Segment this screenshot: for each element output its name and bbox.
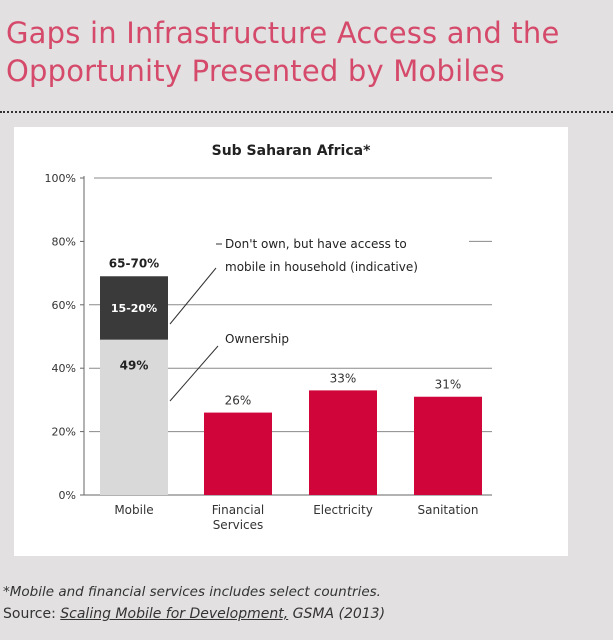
data-label-3: 31% <box>435 378 462 392</box>
data-label-access: 15-20% <box>111 302 157 315</box>
category-label: Services <box>213 518 264 532</box>
bar-ownership-2 <box>309 390 377 495</box>
data-label-ownership: 49% <box>120 359 149 373</box>
footnote: *Mobile and financial services includes … <box>3 584 381 600</box>
bar-access-0 <box>100 276 168 340</box>
bar-ownership-0 <box>100 339 168 495</box>
category-label: Electricity <box>313 503 373 517</box>
annotation-access-line-1: Don't own, but have access to <box>225 237 407 251</box>
annotation-access-line-2: mobile in household (indicative) <box>225 260 418 274</box>
y-tick-label: 100% <box>45 172 76 185</box>
y-tick-label: 20% <box>52 426 76 439</box>
source-reference-link[interactable]: Scaling Mobile for Development, <box>60 606 289 622</box>
title-line-1: Gaps in Infrastructure Access and the <box>6 16 560 50</box>
title-line-2: Opportunity Presented by Mobiles <box>6 54 505 88</box>
y-tick-label: 40% <box>52 362 76 375</box>
source-publisher: GSMA (2013) <box>292 606 386 622</box>
category-label: Financial <box>212 503 265 517</box>
source-line: Source: Scaling Mobile for Development, … <box>3 606 385 622</box>
bar-ownership-3 <box>414 396 482 495</box>
dotted-divider <box>0 111 613 113</box>
y-tick-label: 80% <box>52 235 76 248</box>
leader-line-ownership <box>169 345 219 402</box>
y-tick-label: 60% <box>52 299 76 312</box>
data-label-2: 33% <box>330 371 357 385</box>
bar-chart: Sub Saharan Africa* 0% 20% 40% 60% 80% 100% 49%… <box>45 143 492 532</box>
leader-line-access <box>169 267 217 325</box>
category-label: Mobile <box>114 503 153 517</box>
page-title: Gaps in Infrastructure Access and the Op… <box>6 14 606 90</box>
source-label: Source: <box>3 606 56 622</box>
chart-card: Sub Saharan Africa* 0% 20% 40% 60% 80% 100% 49%… <box>14 127 568 556</box>
y-tick-label: 0% <box>59 489 76 502</box>
chart-title: Sub Saharan Africa* <box>212 143 371 159</box>
data-label-1: 26% <box>225 394 252 408</box>
annotation-ownership: Ownership <box>225 332 289 346</box>
data-label-total: 65-70% <box>109 256 159 270</box>
category-label: Sanitation <box>418 503 479 517</box>
bar-ownership-1 <box>204 412 272 495</box>
